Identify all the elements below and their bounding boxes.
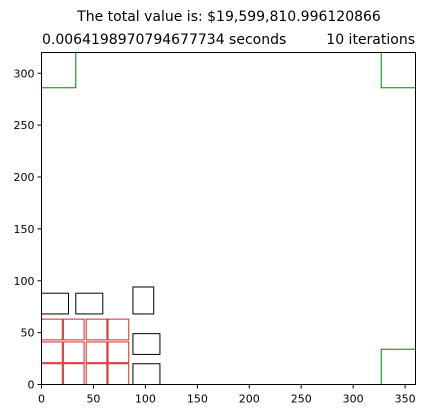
packed-rectangle-red	[62, 363, 85, 385]
x-tick-label: 200	[239, 393, 260, 406]
packed-rectangle-red	[85, 341, 108, 364]
packed-rectangle-red	[85, 318, 108, 341]
y-tick-label: 150	[14, 223, 35, 236]
packed-rectangle-red	[41, 363, 63, 385]
y-tick-label: 250	[14, 119, 35, 132]
packed-rectangle-red	[107, 363, 130, 385]
packed-rectangle-red	[62, 341, 85, 364]
packed-rectangle-black	[132, 363, 161, 385]
packed-rectangle-red	[107, 341, 130, 364]
packed-rectangle-black	[41, 292, 70, 315]
packed-rectangle-black	[75, 292, 104, 315]
chart-subtitle-right: 10 iterations	[326, 32, 415, 48]
x-tick-label: 300	[343, 393, 364, 406]
packed-rectangle-red	[107, 318, 130, 341]
packed-rectangle-green	[380, 52, 417, 89]
packed-rectangle-green	[41, 52, 77, 89]
packed-rectangle-red	[62, 318, 85, 341]
axes-frame	[41, 52, 416, 385]
y-tick-label: 50	[21, 327, 35, 340]
chart-subtitle-left: 0.0064198970794677734 seconds	[42, 32, 286, 48]
rectangles-layer	[41, 52, 417, 386]
y-tick-label: 0	[28, 379, 35, 392]
x-axis: 0 50 100 150 200 250 300 350	[38, 384, 416, 406]
y-tick-label: 300	[14, 67, 35, 80]
packed-rectangle-red	[85, 363, 108, 385]
packed-rectangle-red	[41, 318, 63, 341]
x-tick-label: 150	[187, 393, 208, 406]
chart-title: The total value is: $19,599,810.99612086…	[76, 9, 381, 25]
x-tick-label: 100	[135, 393, 156, 406]
packed-rectangle-red	[41, 341, 63, 364]
y-axis: 0 50 100 150 200 250 300	[14, 67, 42, 392]
packed-rectangle-black	[132, 286, 155, 315]
packed-rectangle-black	[132, 333, 161, 355]
x-tick-label: 350	[395, 393, 416, 406]
y-tick-label: 200	[14, 171, 35, 184]
y-tick-label: 100	[14, 275, 35, 288]
x-tick-label: 50	[86, 393, 100, 406]
x-tick-label: 0	[38, 393, 45, 406]
packed-rectangle-green	[380, 348, 417, 386]
x-tick-label: 250	[291, 393, 312, 406]
